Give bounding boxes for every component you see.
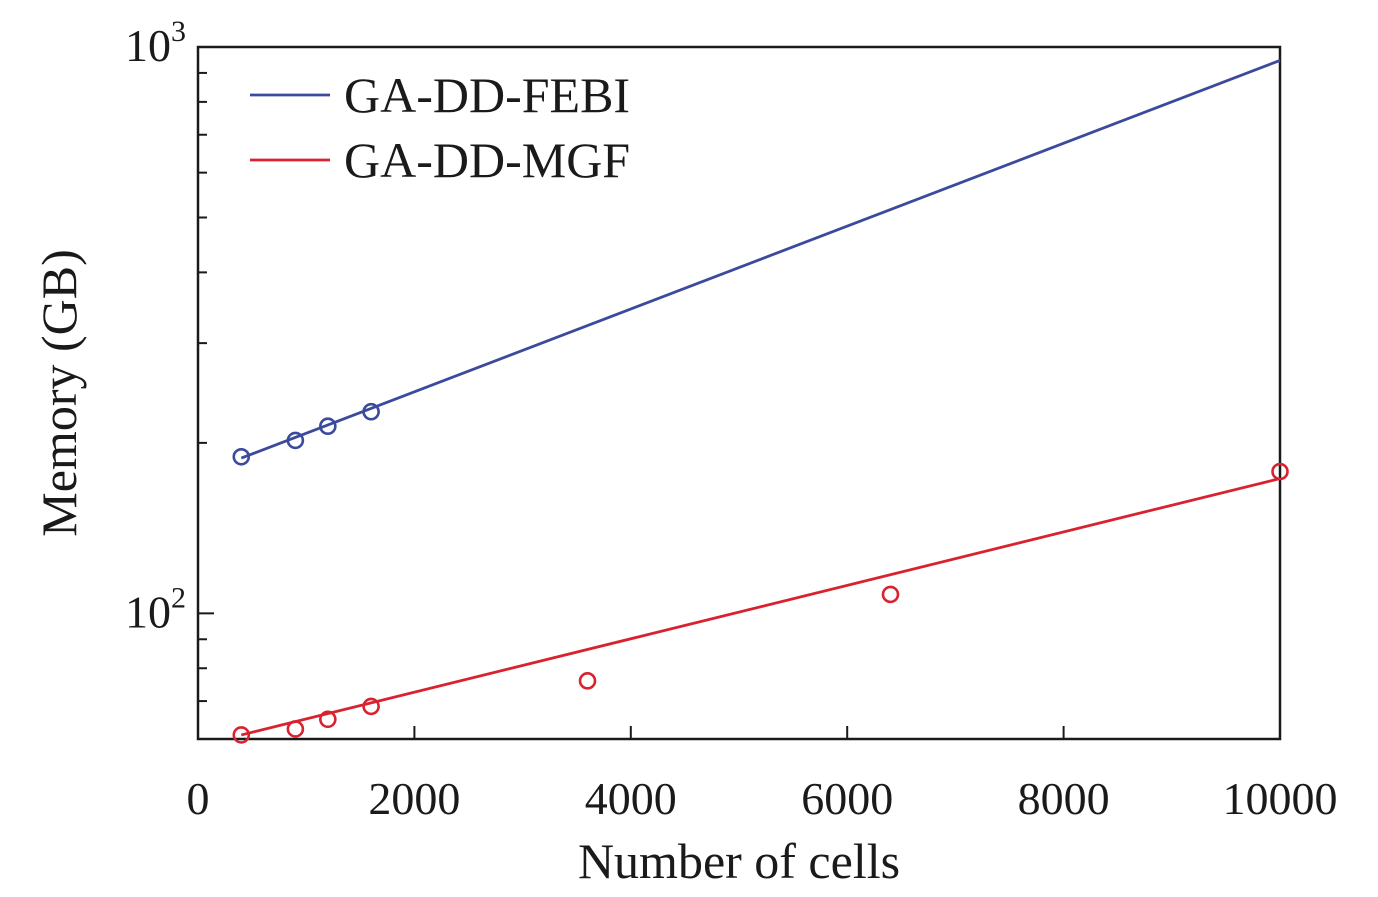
data-point (881, 585, 900, 604)
series-1 (232, 59, 1281, 466)
series-layer (232, 59, 1289, 744)
x-tick-label: 8000 (1018, 773, 1110, 824)
x-tick-label: 6000 (801, 773, 893, 824)
legend-label: GA-DD-FEBI (344, 67, 630, 123)
plot-area (196, 45, 1289, 744)
data-point (362, 697, 380, 716)
x-axis-ticks (197, 726, 1281, 739)
y-tick-label: 103 (125, 15, 186, 71)
plot-frame (196, 45, 1282, 741)
x-tick-label: 4000 (585, 773, 677, 824)
series-2 (232, 462, 1289, 744)
data-point (232, 726, 251, 744)
data-point (362, 402, 380, 421)
x-tick-label: 2000 (368, 773, 460, 824)
x-tick-label: 0 (187, 773, 210, 824)
legend: GA-DD-FEBI GA-DD-MGF (250, 67, 630, 188)
x-tick-labels: 0 2000 4000 6000 8000 10000 (187, 773, 1338, 824)
data-point (578, 672, 597, 690)
series-fit-line (240, 59, 1281, 460)
x-axis-title: Number of cells (578, 833, 900, 889)
y-tick-labels: 102 103 (125, 15, 186, 637)
data-point (319, 417, 337, 436)
data-point (232, 447, 251, 466)
data-point (286, 431, 305, 450)
x-tick-label: 10000 (1223, 773, 1338, 824)
y-axis-title: Memory (GB) (31, 249, 87, 536)
legend-label: GA-DD-MGF (344, 132, 630, 188)
data-point (1271, 462, 1289, 481)
series-fit-line (240, 477, 1281, 737)
y-tick-label: 102 (125, 581, 186, 637)
y-axis-ticks (198, 46, 214, 740)
data-point (286, 720, 305, 738)
data-point (319, 710, 337, 729)
